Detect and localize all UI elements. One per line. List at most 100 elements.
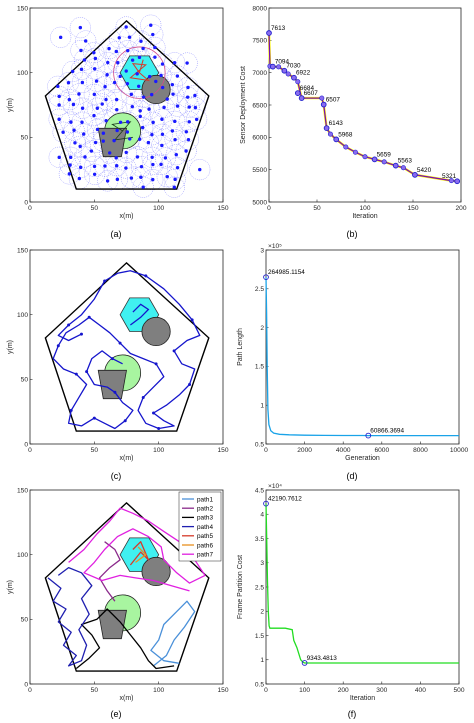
chart-f-xtick-label: 500 — [453, 687, 464, 694]
hexagon-relay-links — [129, 59, 151, 82]
coverage-circle — [80, 140, 102, 162]
sensor-node — [103, 85, 107, 89]
sensor-node — [56, 84, 60, 89]
coverage-circle — [154, 147, 176, 169]
caption-a: (a) — [111, 229, 122, 239]
coverage-circle — [104, 72, 126, 94]
sensor-node — [138, 137, 142, 141]
chart-f-ytick-label: 0.5 — [255, 681, 264, 688]
sensor-node — [137, 55, 142, 60]
sensor-node — [101, 131, 106, 135]
chart-f-ytick-label: 2.5 — [255, 584, 264, 591]
chart-f-ytick-label: 4 — [260, 512, 264, 519]
sensor-node — [93, 56, 98, 61]
sensor-node — [77, 92, 81, 96]
map-panel-c — [29, 249, 224, 445]
sensor-node — [135, 155, 140, 159]
sensor-node — [160, 143, 164, 148]
chart-f-multiplier: ×10⁴ — [268, 483, 282, 490]
sensor-node — [140, 125, 145, 130]
sensor-node — [139, 164, 144, 169]
chart-b-labeled-point — [412, 171, 418, 178]
sensor-node — [114, 156, 118, 160]
map-c-ytick-label: 150 — [17, 247, 28, 254]
sensor-node — [186, 85, 190, 90]
sensor-node — [160, 132, 165, 137]
chart-f-labeled-point — [263, 500, 269, 507]
sensor-node — [92, 50, 96, 55]
path-waypoint — [152, 411, 156, 415]
chart-d-xtick-label: 4000 — [336, 447, 351, 454]
sensor-node — [138, 114, 142, 119]
chart-b-data-label: 6507 — [326, 97, 341, 104]
sensor-node — [165, 174, 169, 179]
map-a-ylabel: y(m) — [7, 98, 14, 112]
coverage-circle — [48, 108, 70, 130]
map-c-ylabel: y(m) — [7, 340, 14, 354]
chart-b-data-label: 7030 — [286, 63, 301, 70]
sensor-node — [92, 92, 97, 97]
sensor-node — [71, 102, 76, 107]
map-c-xtick-label: 100 — [153, 447, 164, 454]
sensor-node — [124, 69, 128, 73]
sensor-node — [184, 130, 189, 134]
sensor-node — [160, 62, 165, 66]
sensor-node — [93, 140, 98, 145]
chart-d-ylabel: Path Length — [237, 328, 244, 366]
sensor-node — [104, 118, 108, 123]
sensor-node — [57, 94, 61, 99]
map-c-xtick-label: 0 — [28, 447, 32, 454]
coverage-circle — [130, 30, 152, 52]
caption-b: (b) — [347, 229, 358, 239]
partition-path-7 — [68, 507, 206, 592]
sensor-node — [89, 149, 94, 153]
sensor-node — [57, 155, 61, 160]
coverage-circle — [164, 52, 186, 74]
sensor-node — [115, 108, 119, 112]
chart-d-series-line — [265, 277, 459, 437]
sensor-node — [79, 48, 83, 53]
map-e-ytick-label: 100 — [17, 552, 28, 559]
sensor-node — [154, 79, 158, 84]
map-e-xtick-label: 50 — [91, 687, 99, 694]
legend-label-path5: path5 — [197, 533, 213, 540]
sensor-node — [170, 129, 175, 133]
partition-path-3 — [75, 608, 175, 670]
coverage-circle — [151, 108, 173, 130]
path-waypoint — [69, 408, 73, 412]
coverage-circle — [150, 153, 172, 175]
partition-path-5 — [129, 541, 150, 566]
coverage-circle — [68, 83, 90, 105]
sensor-node — [107, 46, 111, 51]
trapezoid-obstacle — [97, 127, 127, 158]
sensor-node — [69, 155, 73, 160]
sensor-node — [125, 120, 130, 124]
chart-b-labeled-point — [320, 101, 327, 108]
path-waypoint — [87, 315, 91, 319]
coverage-circle — [91, 93, 113, 115]
coverage-circle — [72, 97, 94, 119]
coverage-circle — [50, 26, 72, 48]
chart-f-xtick-label: 0 — [264, 687, 268, 694]
sensor-node — [105, 73, 109, 77]
chart-d-ytick-label: 0.5 — [255, 441, 264, 448]
path-waypoint — [157, 426, 161, 430]
chart-f-ytick-label: 4.5 — [255, 487, 264, 494]
map-panel-a — [29, 7, 224, 203]
hexagon-path-segment — [130, 303, 150, 326]
sensor-node — [153, 45, 157, 50]
chart-b-xtick-label: 0 — [267, 205, 271, 212]
gray-circle-obstacle — [141, 316, 171, 347]
chart-d-xtick-label: 6000 — [374, 447, 389, 454]
path-waypoint — [113, 390, 117, 394]
chart-b-data-point — [343, 144, 349, 150]
coverage-circle — [184, 84, 206, 106]
chart-d-ytick-label: 1 — [260, 403, 264, 410]
chart-b-data-label: 5321 — [442, 173, 457, 180]
path-waypoint — [74, 372, 78, 376]
sensor-node — [83, 39, 88, 43]
chart-b-data-point — [448, 178, 454, 184]
chart-d-data-label: 264985.1154 — [268, 269, 305, 276]
chart-d-xlabel: Generation — [345, 455, 380, 462]
path-waypoint — [190, 318, 194, 322]
